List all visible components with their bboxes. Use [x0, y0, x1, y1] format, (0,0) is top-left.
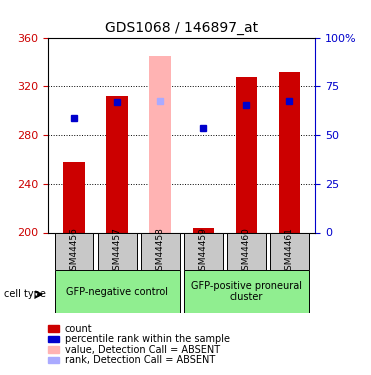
Text: count: count	[65, 324, 92, 333]
Text: GSM44459: GSM44459	[199, 227, 208, 276]
Bar	[106, 96, 128, 232]
Bar	[193, 228, 214, 232]
Text: GSM44457: GSM44457	[113, 227, 122, 276]
FancyBboxPatch shape	[55, 232, 93, 270]
Title: GDS1068 / 146897_at: GDS1068 / 146897_at	[105, 21, 258, 35]
Bar	[63, 162, 85, 232]
Bar	[150, 56, 171, 232]
FancyBboxPatch shape	[270, 232, 309, 270]
Bar	[48, 336, 59, 342]
Text: GSM44456: GSM44456	[70, 227, 79, 276]
Text: value, Detection Call = ABSENT: value, Detection Call = ABSENT	[65, 345, 220, 354]
Bar	[236, 76, 257, 232]
Text: percentile rank within the sample: percentile rank within the sample	[65, 334, 230, 344]
Bar	[48, 325, 59, 332]
Bar	[48, 357, 59, 363]
Text: GSM44458: GSM44458	[156, 227, 165, 276]
FancyBboxPatch shape	[98, 232, 137, 270]
Text: GSM44460: GSM44460	[242, 227, 251, 276]
FancyBboxPatch shape	[184, 232, 223, 270]
FancyBboxPatch shape	[55, 270, 180, 313]
Text: rank, Detection Call = ABSENT: rank, Detection Call = ABSENT	[65, 355, 215, 365]
FancyBboxPatch shape	[141, 232, 180, 270]
Text: cell type: cell type	[4, 290, 46, 299]
Text: GSM44461: GSM44461	[285, 227, 294, 276]
Bar	[279, 72, 300, 232]
FancyBboxPatch shape	[227, 232, 266, 270]
FancyBboxPatch shape	[184, 270, 309, 313]
Bar	[48, 346, 59, 353]
Text: GFP-positive proneural
cluster: GFP-positive proneural cluster	[191, 281, 302, 302]
Text: GFP-negative control: GFP-negative control	[66, 286, 168, 297]
